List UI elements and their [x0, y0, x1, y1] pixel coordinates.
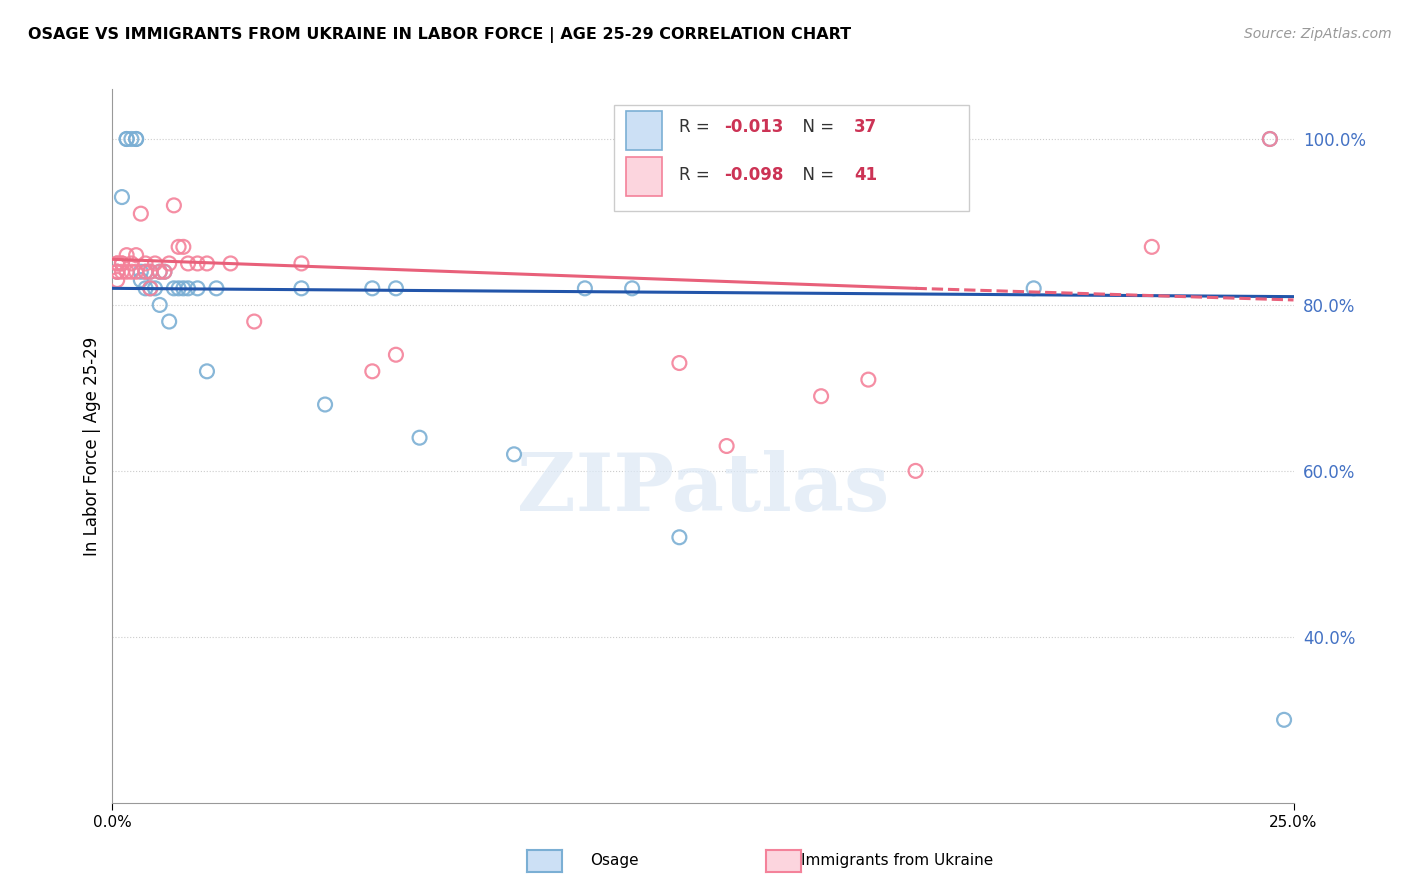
Point	[385, 348, 408, 362]
Point	[157, 314, 180, 328]
Point	[111, 256, 134, 270]
Point	[574, 281, 596, 295]
Point	[668, 356, 690, 370]
Text: ZIPatlas: ZIPatlas	[517, 450, 889, 528]
Point	[177, 256, 200, 270]
Point	[163, 281, 186, 295]
Text: Source: ZipAtlas.com: Source: ZipAtlas.com	[1244, 27, 1392, 41]
Point	[120, 256, 142, 270]
Point	[186, 256, 208, 270]
Text: OSAGE VS IMMIGRANTS FROM UKRAINE IN LABOR FORCE | AGE 25-29 CORRELATION CHART: OSAGE VS IMMIGRANTS FROM UKRAINE IN LABO…	[28, 27, 851, 43]
Text: -0.013: -0.013	[724, 118, 783, 136]
Point	[125, 132, 148, 146]
Text: 41: 41	[855, 166, 877, 184]
Point	[135, 281, 157, 295]
Point	[668, 530, 690, 544]
Point	[205, 281, 228, 295]
Text: Osage: Osage	[591, 854, 640, 868]
Point	[1258, 132, 1281, 146]
Point	[111, 265, 134, 279]
Point	[105, 265, 128, 279]
Point	[105, 265, 128, 279]
Point	[143, 256, 166, 270]
Point	[129, 273, 152, 287]
Point	[1140, 240, 1163, 254]
Point	[810, 389, 832, 403]
Point	[149, 265, 172, 279]
FancyBboxPatch shape	[614, 105, 969, 211]
Point	[120, 132, 142, 146]
Point	[115, 132, 138, 146]
Point	[172, 240, 194, 254]
Point	[129, 265, 152, 279]
Point	[167, 240, 190, 254]
Point	[139, 281, 162, 295]
Point	[314, 397, 336, 411]
Point	[105, 265, 128, 279]
Text: R =: R =	[679, 166, 716, 184]
Point	[129, 207, 152, 221]
Point	[195, 256, 218, 270]
Point	[135, 265, 157, 279]
Point	[1258, 132, 1281, 146]
Point	[153, 265, 176, 279]
Point	[143, 281, 166, 295]
Y-axis label: In Labor Force | Age 25-29: In Labor Force | Age 25-29	[83, 336, 101, 556]
Point	[858, 373, 880, 387]
Point	[105, 256, 128, 270]
Text: N =: N =	[792, 166, 839, 184]
Point	[1272, 713, 1295, 727]
Text: Immigrants from Ukraine: Immigrants from Ukraine	[801, 854, 994, 868]
Point	[503, 447, 526, 461]
Text: 37: 37	[855, 118, 877, 136]
Point	[111, 190, 134, 204]
Point	[621, 281, 644, 295]
Bar	[626, 157, 662, 196]
Text: R =: R =	[679, 118, 716, 136]
Point	[172, 281, 194, 295]
Point	[115, 265, 138, 279]
Point	[195, 364, 218, 378]
Point	[290, 281, 312, 295]
Point	[163, 198, 186, 212]
Point	[1022, 281, 1045, 295]
Bar	[626, 111, 662, 150]
Point	[361, 281, 384, 295]
Point	[111, 256, 134, 270]
Point	[125, 248, 148, 262]
Point	[157, 256, 180, 270]
Point	[139, 281, 162, 295]
Point	[149, 298, 172, 312]
Point	[177, 281, 200, 295]
Point	[167, 281, 190, 295]
Point	[125, 132, 148, 146]
Point	[139, 265, 162, 279]
Point	[115, 248, 138, 262]
Text: N =: N =	[792, 118, 839, 136]
Point	[290, 256, 312, 270]
Point	[361, 364, 384, 378]
Point	[115, 132, 138, 146]
Point	[904, 464, 927, 478]
Point	[135, 256, 157, 270]
Point	[219, 256, 242, 270]
Point	[125, 265, 148, 279]
Text: -0.098: -0.098	[724, 166, 783, 184]
Point	[105, 273, 128, 287]
Point	[120, 265, 142, 279]
Point	[149, 265, 172, 279]
Point	[153, 265, 176, 279]
Point	[186, 281, 208, 295]
Point	[243, 314, 266, 328]
Point	[135, 265, 157, 279]
Point	[408, 431, 430, 445]
Point	[105, 256, 128, 270]
Point	[385, 281, 408, 295]
Point	[139, 265, 162, 279]
Point	[716, 439, 738, 453]
